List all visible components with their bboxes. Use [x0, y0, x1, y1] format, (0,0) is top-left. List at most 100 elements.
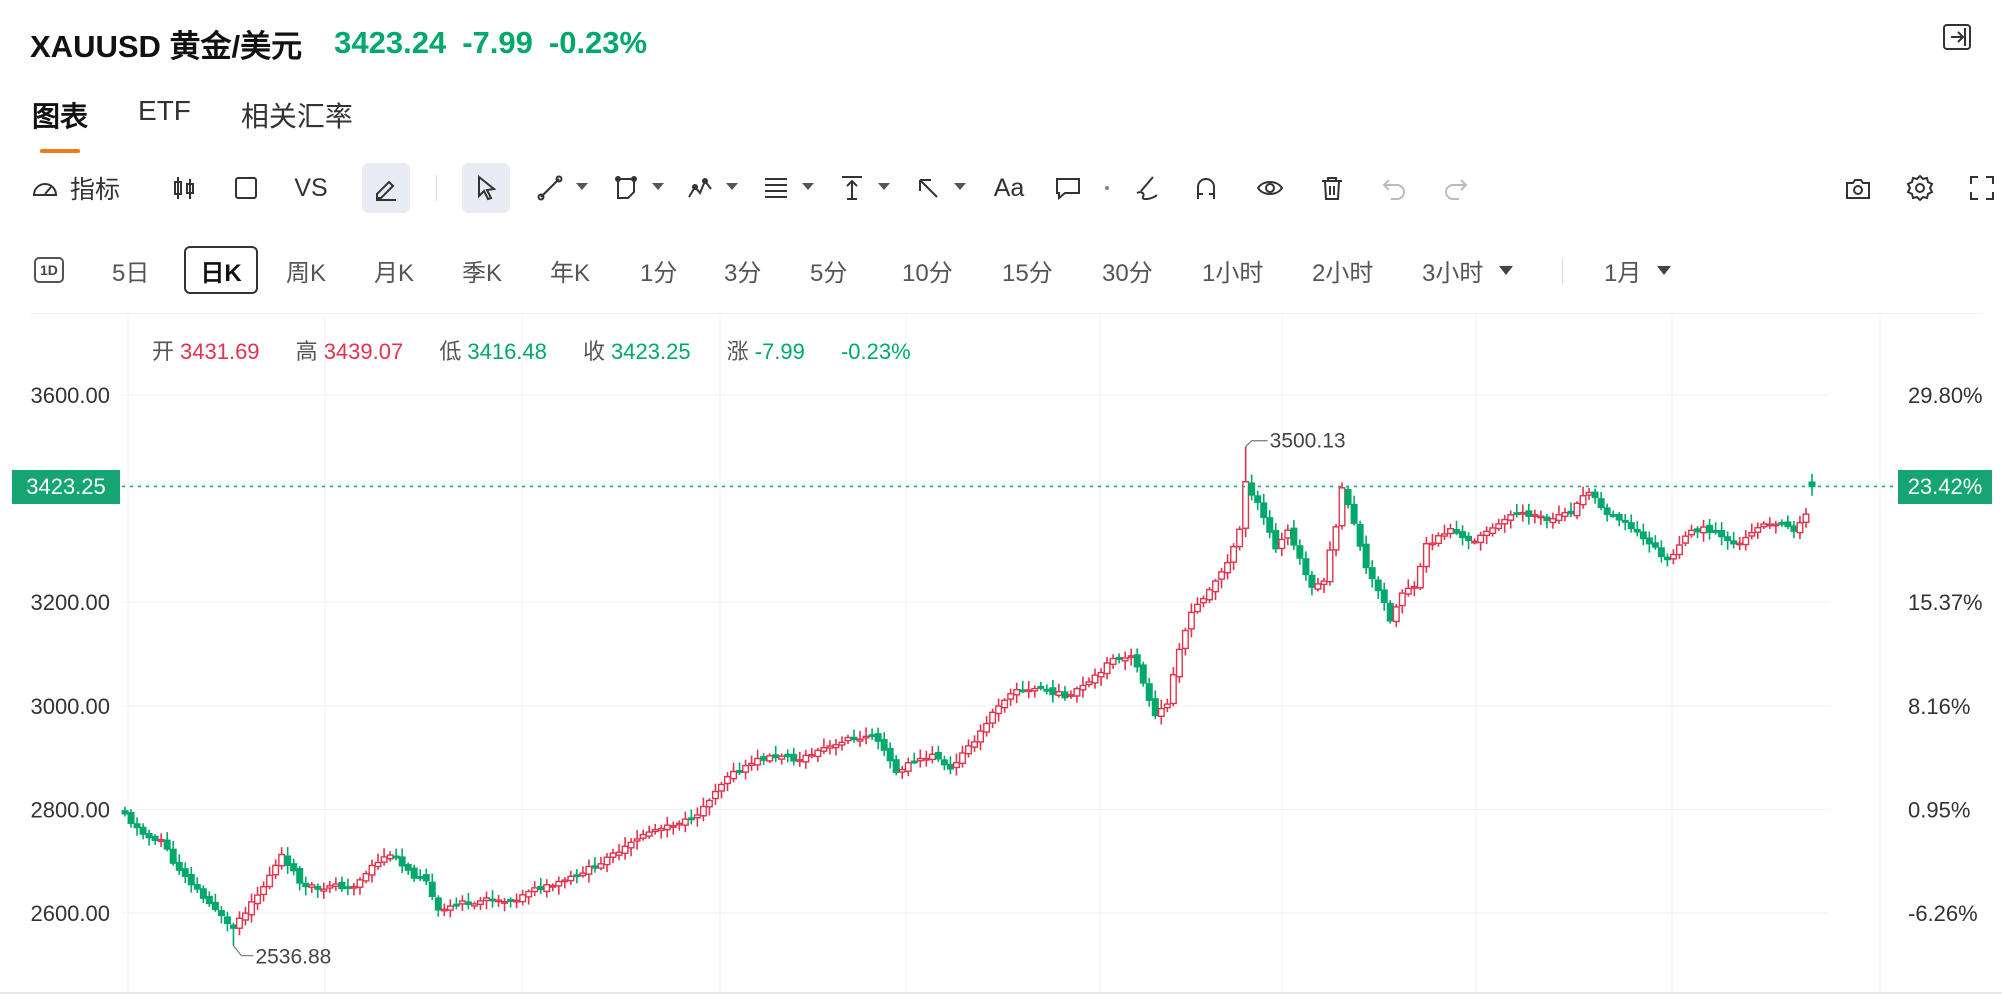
- pattern-tool-button[interactable]: [680, 163, 720, 213]
- compare-button[interactable]: VS: [286, 163, 336, 213]
- high-value: 3439.07: [323, 339, 404, 364]
- chevron-down-icon[interactable]: [576, 183, 588, 190]
- chevron-down-icon[interactable]: [802, 183, 814, 190]
- candle-body: [1434, 535, 1442, 544]
- candle-body: [1627, 522, 1635, 530]
- indicator-button[interactable]: 指标: [30, 163, 150, 213]
- candle-body: [880, 739, 888, 751]
- period-5min[interactable]: 5分: [810, 259, 848, 287]
- candle-body: [1495, 523, 1503, 530]
- period-1min[interactable]: 1分: [640, 259, 678, 287]
- shape-tool-button[interactable]: [606, 163, 646, 213]
- period-weekly[interactable]: 周K: [286, 259, 327, 287]
- candle-body: [766, 755, 774, 762]
- candle-body: [1465, 535, 1473, 542]
- candle-body: [483, 897, 491, 902]
- period-1h[interactable]: 1小时: [1202, 259, 1264, 287]
- candle-body: [241, 912, 249, 921]
- candle-body: [724, 775, 732, 785]
- candle-body: [1446, 527, 1454, 535]
- redo-icon: [1445, 179, 1468, 200]
- candle-body: [1067, 694, 1075, 697]
- period-10min[interactable]: 10分: [902, 259, 953, 287]
- max-leader-line: [1245, 440, 1268, 448]
- tab-etf[interactable]: ETF: [138, 95, 191, 126]
- candle-body: [1278, 538, 1286, 550]
- period-daily[interactable]: 日K: [184, 246, 258, 294]
- chevron-down-icon[interactable]: [726, 183, 738, 190]
- close-label: 收: [583, 339, 606, 364]
- settings-button[interactable]: [1900, 163, 1940, 213]
- period-yearly[interactable]: 年K: [550, 259, 591, 287]
- screenshot-button[interactable]: [1838, 163, 1878, 213]
- candle-body: [175, 861, 183, 871]
- tab-related-fx[interactable]: 相关汇率: [240, 101, 353, 132]
- candle-body: [633, 838, 641, 842]
- candle-body: [760, 756, 768, 761]
- arrow-tool-button[interactable]: [908, 163, 948, 213]
- candle-body: [1145, 683, 1153, 701]
- candle-body: [320, 888, 328, 892]
- candle-body: [1320, 580, 1328, 586]
- note-tool-button[interactable]: [1048, 163, 1088, 213]
- period-monthly[interactable]: 月K: [374, 259, 415, 287]
- current-price-tag: 3423.25: [12, 470, 120, 504]
- candle-body: [1802, 513, 1810, 524]
- chevron-down-icon[interactable]: [878, 183, 890, 190]
- candle-body: [470, 903, 478, 907]
- draw-toggle-button[interactable]: [362, 163, 410, 213]
- range-1m[interactable]: 1月: [1604, 246, 1672, 294]
- candlestick-type-button[interactable]: [162, 163, 206, 213]
- candle-body: [1308, 574, 1316, 588]
- candle-body: [802, 754, 810, 763]
- fullscreen-button[interactable]: [1962, 163, 2002, 213]
- symbol-title: XAUUSD 黄金/美元: [30, 28, 303, 64]
- y-tick-label: 3000.00: [30, 694, 110, 719]
- candle-body: [1272, 530, 1280, 550]
- period-5d[interactable]: 5日: [112, 259, 150, 287]
- delete-tool-button[interactable]: [1312, 163, 1352, 213]
- candle-body: [1392, 606, 1400, 623]
- candle-body: [374, 861, 382, 868]
- candle-body: [1151, 698, 1159, 717]
- candlestick-chart[interactable]: 3600.00 29.80% 3200.00 15.37% 3000.00 8.16% 28…: [0, 314, 2002, 994]
- candle-body: [260, 886, 268, 896]
- period-30min[interactable]: 30分: [1102, 259, 1153, 287]
- square-icon: [235, 177, 257, 199]
- candle-body: [1591, 491, 1599, 498]
- fib-tool-button[interactable]: [756, 163, 796, 213]
- chevron-down-icon[interactable]: [652, 183, 664, 190]
- text-tool-button[interactable]: Aa: [986, 163, 1032, 213]
- measure-tool-button[interactable]: [832, 163, 872, 213]
- period-2h[interactable]: 2小时: [1312, 259, 1374, 287]
- redo-button[interactable]: [1436, 163, 1476, 213]
- min-leader-line: [232, 945, 254, 957]
- cursor-tool-button[interactable]: [462, 163, 510, 213]
- period-3h[interactable]: 3小时: [1422, 246, 1514, 294]
- candle-body: [1079, 684, 1087, 691]
- candle-body: [1669, 553, 1677, 560]
- undo-button[interactable]: [1374, 163, 1414, 213]
- chevron-down-icon[interactable]: [954, 183, 966, 190]
- candle-body: [133, 823, 141, 829]
- max-label: 3500.13: [1270, 430, 1346, 453]
- candle-body: [687, 817, 695, 821]
- period-15min[interactable]: 15分: [1002, 259, 1053, 287]
- square-tool-button[interactable]: [224, 163, 268, 213]
- tab-chart[interactable]: 图表: [32, 95, 88, 153]
- period-3min[interactable]: 3分: [724, 259, 762, 287]
- magnet-tool-button[interactable]: [1186, 163, 1226, 213]
- candle-body: [886, 748, 894, 762]
- candle-body: [1187, 611, 1195, 630]
- candle-body: [501, 900, 509, 904]
- candle-body: [1507, 514, 1515, 521]
- candle-body: [796, 759, 804, 763]
- exit-icon[interactable]: [1942, 22, 1972, 52]
- visibility-tool-button[interactable]: [1250, 163, 1290, 213]
- daily-badge[interactable]: 1D: [34, 246, 64, 294]
- brush-tool-button[interactable]: [1126, 163, 1166, 213]
- period-quarterly[interactable]: 季K: [462, 259, 503, 287]
- candle-body: [211, 901, 219, 911]
- candle-body: [591, 865, 599, 869]
- line-tool-button[interactable]: [530, 163, 570, 213]
